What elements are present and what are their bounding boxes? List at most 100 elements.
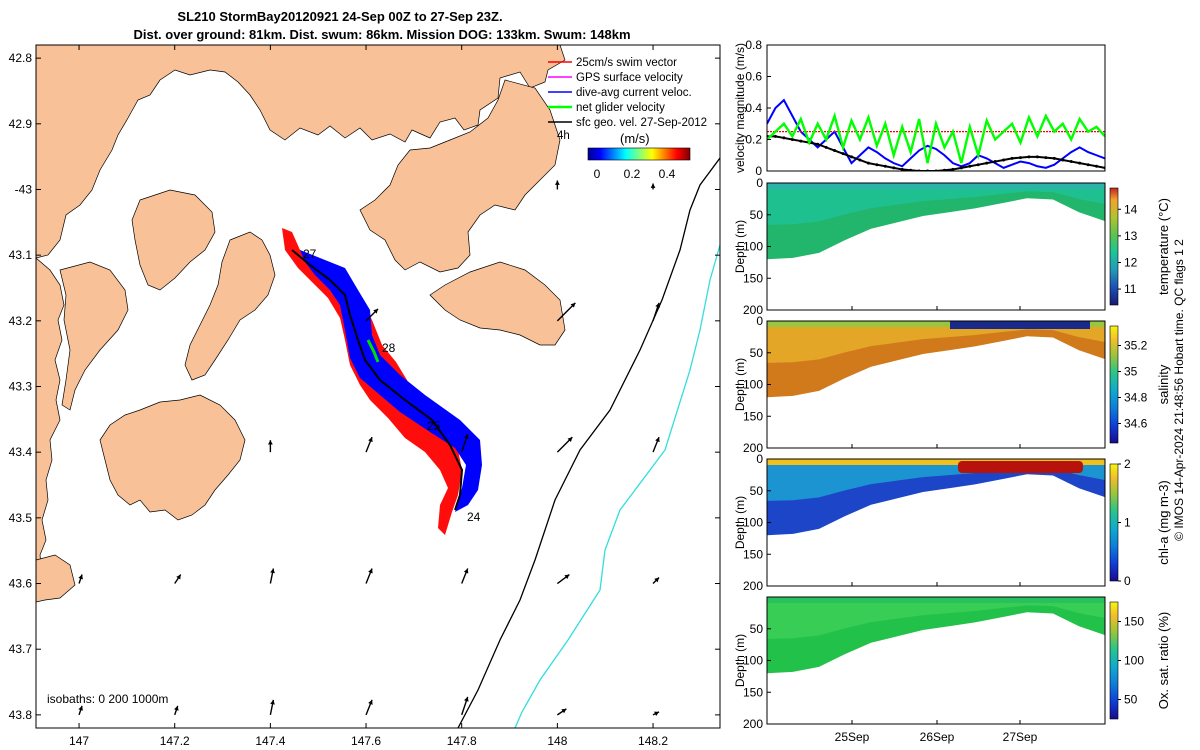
current-arrow — [652, 302, 660, 322]
depth-tick-label: 100 — [743, 654, 763, 668]
geo-vel-point — [1002, 158, 1006, 162]
track-day-label-28: 28 — [382, 341, 396, 355]
depth-tick-label: 0 — [756, 176, 763, 190]
geo-vel-point — [900, 167, 904, 171]
depth-tick-label: 150 — [743, 547, 763, 561]
peninsula-east — [359, 79, 561, 273]
geo-vel-point — [782, 136, 786, 140]
current-arrow — [78, 705, 83, 716]
geo-vel-point — [858, 158, 862, 162]
legend-label-net: net glider velocity — [576, 102, 665, 114]
current-arrow — [269, 568, 275, 584]
isobath-1000m — [514, 244, 720, 728]
map-panel: SL210 StormBay20120921 24-Sep 00Z to 27-… — [9, 9, 721, 748]
current-arrow — [650, 183, 656, 190]
velocity-ytick-label: 0.4 — [745, 101, 762, 115]
depth-tick-label: 200 — [743, 579, 763, 593]
section-panel: 0 50 100 150 200 Depth (m) 11 12 13 14 temperature… — [733, 176, 1171, 317]
section-upper-layer — [767, 183, 1105, 225]
velocity-series-line — [767, 135, 1105, 171]
section-surface-layer — [767, 183, 1105, 189]
geo-vel-point — [1061, 158, 1065, 162]
tasman-peninsula — [99, 394, 246, 521]
date-tick-27sep: 27Sep — [1003, 730, 1038, 744]
geo-vel-point — [1078, 161, 1082, 165]
section-upper-layer — [767, 459, 1105, 501]
geo-vel-point — [959, 166, 963, 170]
geo-vel-point — [909, 168, 913, 171]
section-colorbar — [1109, 325, 1119, 444]
geo-vel-point — [976, 163, 980, 167]
velocity-lines — [767, 98, 1105, 171]
map-axes: 147 147.2 147.4 147.6 147.8 148 148.2 42.8 42.9 -… — [9, 45, 720, 748]
velocity-axes: 0 0.2 0.4 0.6 0.8 — [745, 38, 771, 178]
legend-label-swim: 25cm/s swim vector — [576, 57, 677, 69]
geo-vel-point — [875, 163, 879, 167]
geo-vel-point — [790, 138, 794, 141]
lon-tick-label: 148.2 — [638, 734, 668, 748]
velocity-ytick-label: 0.6 — [745, 70, 762, 84]
depth-tick-label: 50 — [750, 622, 764, 636]
coastline — [36, 45, 566, 603]
geo-vel-point — [1086, 163, 1090, 167]
section-ylabel: Depth (m) — [733, 634, 747, 687]
colorbar-label: temperature (°C) — [1156, 198, 1171, 295]
velocity-ytick-label: 0.8 — [745, 38, 762, 52]
current-arrow — [365, 699, 373, 716]
velocity-ylabel: velocity magnitude (m/s) — [733, 43, 747, 173]
legend-label-dive: dive-avg current veloc. — [576, 87, 692, 99]
section-surface-layer — [767, 321, 1105, 327]
lat-tick-label: 42.9 — [9, 117, 33, 131]
map-title-line1: SL210 StormBay20120921 24-Sep 00Z to 27-… — [177, 9, 502, 24]
depth-tick-label: 150 — [743, 271, 763, 285]
current-arrow — [652, 577, 660, 585]
current-arrow — [554, 180, 560, 190]
glider-track: 27 28 25 24 — [282, 228, 482, 535]
geo-vel-point — [850, 155, 853, 159]
current-arrow — [174, 705, 179, 716]
depth-tick-label: 150 — [743, 409, 763, 423]
legend-label-sfc: sfc geo. vel. 27-Sep-2012 — [576, 117, 707, 129]
section-surface-layer — [767, 459, 1105, 465]
section-ylabel: Depth (m) — [733, 496, 747, 549]
section-colorbar — [1109, 463, 1119, 582]
mainland-north — [36, 45, 566, 259]
lat-tick-label: 43.8 — [9, 708, 33, 722]
geo-vel-point — [993, 160, 997, 164]
geo-vel-point — [883, 164, 887, 168]
lat-tick-label: 43.5 — [9, 511, 33, 525]
geo-vel-point — [1035, 155, 1039, 159]
current-arrow — [556, 302, 576, 322]
current-arrow — [267, 440, 273, 453]
current-arrow — [556, 708, 567, 716]
current-arrow — [461, 696, 469, 716]
lat-tick-label: 43.4 — [9, 445, 33, 459]
section-surface-layer — [767, 597, 1105, 603]
geo-vel-point — [833, 149, 837, 153]
isobath-200m — [457, 157, 720, 728]
current-arrow — [365, 308, 379, 322]
velocity-series-line — [767, 98, 1105, 169]
geo-vel-point — [985, 161, 989, 165]
depth-tick-label: 200 — [743, 303, 763, 317]
geo-vel-point — [1027, 155, 1031, 159]
lat-tick-label: -43 — [15, 182, 33, 196]
current-arrow — [461, 568, 469, 584]
speed-colorbar — [587, 147, 691, 161]
current-arrows — [78, 180, 660, 716]
geo-vel-point — [1044, 156, 1048, 160]
depth-tick-label: 50 — [750, 346, 764, 360]
colorbar-tick-label: 34.6 — [1124, 417, 1148, 431]
depth-tick-label: 0 — [756, 314, 763, 328]
lon-tick-label: 148 — [547, 734, 567, 748]
peninsula-southeast — [429, 261, 566, 346]
legend-label-gps: GPS surface velocity — [576, 72, 683, 84]
date-axis: 25Sep 26Sep 27Sep — [835, 730, 1038, 744]
geo-vel-point — [799, 139, 803, 143]
south-land — [36, 554, 76, 603]
velocity-series-line — [767, 111, 1105, 164]
isobath-label: isobaths: 0 200 1000m — [47, 692, 168, 706]
